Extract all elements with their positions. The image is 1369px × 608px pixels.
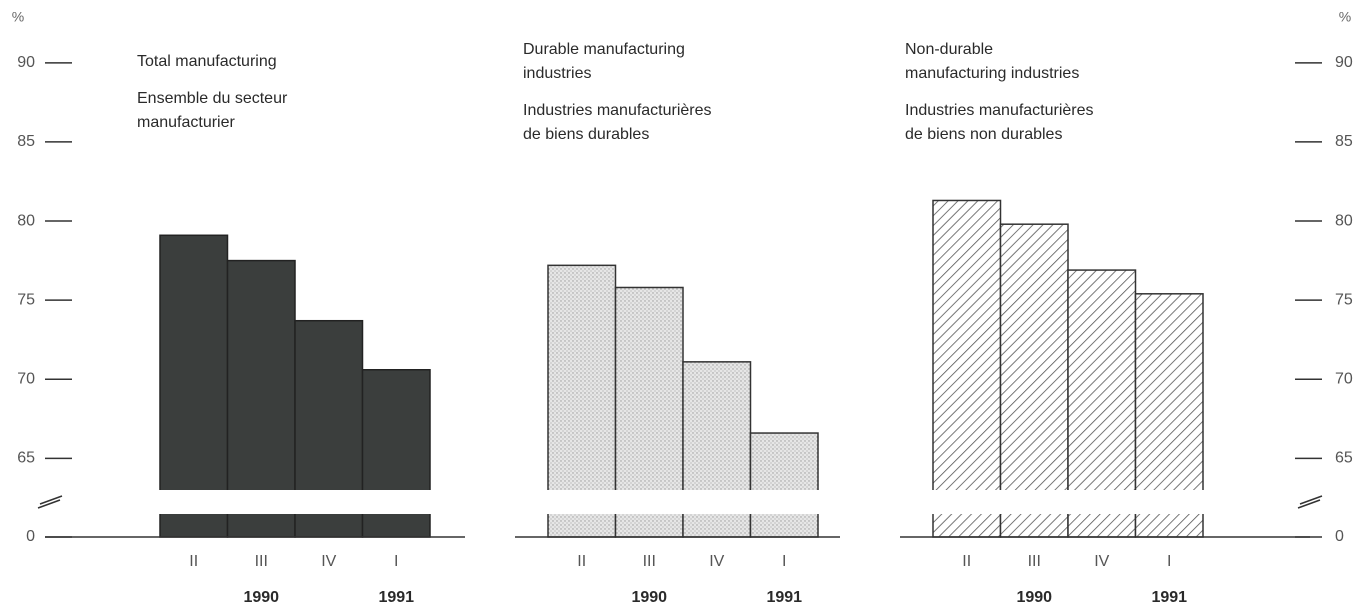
panel-title: Non-durable: [905, 41, 993, 58]
x-tick-label: I: [1167, 553, 1171, 570]
year-label: 1990: [631, 589, 667, 606]
y-tick-label: 70: [1335, 370, 1353, 387]
bar: [159, 234, 229, 538]
panel-title: industries: [523, 65, 591, 82]
year-label: 1991: [378, 589, 414, 606]
year-label: 1990: [243, 589, 279, 606]
y-tick-label: 85: [1335, 133, 1353, 150]
y-tick-label: 80: [17, 212, 35, 229]
panel-subtitle: Industries manufacturières: [523, 102, 712, 119]
y-tick-label: 0: [26, 528, 35, 545]
panel-subtitle: de biens non durables: [905, 126, 1062, 143]
year-label: 1991: [766, 589, 802, 606]
x-tick-label: III: [643, 553, 656, 570]
axis-break-gap: [158, 490, 432, 514]
x-tick-label: I: [782, 553, 786, 570]
y-tick-label: 80: [1335, 212, 1353, 229]
panel-title: Durable manufacturing: [523, 41, 685, 58]
y-tick-label: 75: [1335, 291, 1353, 308]
panel-subtitle: de biens durables: [523, 126, 649, 143]
x-tick-label: II: [189, 553, 198, 570]
panel-subtitle: manufacturier: [137, 114, 235, 131]
x-tick-label: II: [577, 553, 586, 570]
axis-break-gap: [931, 490, 1205, 514]
axis-break-symbol: [37, 495, 63, 509]
bar: [999, 223, 1069, 538]
x-tick-label: II: [962, 553, 971, 570]
x-tick-label: I: [394, 553, 398, 570]
y-tick-label: 75: [17, 291, 35, 308]
y-axis-label: %: [12, 9, 24, 25]
y-tick-label: 0: [1335, 528, 1344, 545]
x-tick-label: IV: [709, 553, 724, 570]
y-axis-label: %: [1339, 9, 1351, 25]
panel-title: Total manufacturing: [137, 53, 277, 70]
axis-break-gap: [546, 490, 820, 514]
axis-break-symbol: [1297, 495, 1323, 509]
x-tick-label: IV: [321, 553, 336, 570]
x-tick-label: IV: [1094, 553, 1109, 570]
y-tick-label: 90: [1335, 54, 1353, 71]
panel-title: manufacturing industries: [905, 65, 1079, 82]
y-tick-label: 65: [1335, 450, 1353, 467]
x-tick-label: III: [255, 553, 268, 570]
y-tick-label: 65: [17, 450, 35, 467]
panel-subtitle: Ensemble du secteur: [137, 90, 288, 107]
bar: [749, 432, 819, 538]
y-tick-label: 70: [17, 370, 35, 387]
year-label: 1991: [1151, 589, 1187, 606]
bar: [932, 199, 1002, 538]
x-tick-label: III: [1028, 553, 1041, 570]
year-label: 1990: [1016, 589, 1052, 606]
y-tick-label: 85: [17, 133, 35, 150]
y-tick-label: 90: [17, 54, 35, 71]
panel-subtitle: Industries manufacturières: [905, 102, 1094, 119]
